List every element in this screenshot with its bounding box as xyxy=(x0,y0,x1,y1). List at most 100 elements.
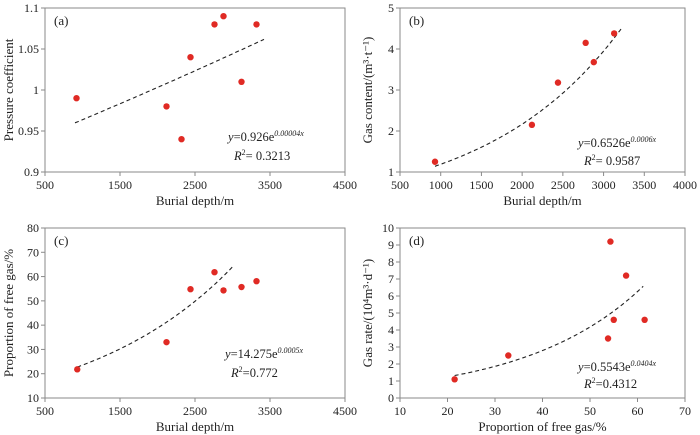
y-tick-label: 9 xyxy=(388,238,394,252)
y-tick-label: 0.9 xyxy=(24,165,39,179)
data-point xyxy=(238,78,245,86)
data-point xyxy=(220,13,227,20)
x-tick-label: 50 xyxy=(584,404,596,418)
x-tick-label: 1500 xyxy=(108,178,132,192)
chart-panel-4: 10 20 30 40 50 60 70 0 1 2 3 4 5 6 7 8 9 10 Proportion of … xyxy=(360,221,691,434)
y-tick-label: 0.95 xyxy=(18,124,39,138)
trend-equation: y=0.6526e0.0006x xyxy=(576,135,657,150)
trend-line xyxy=(77,265,235,368)
y-tick-label: 80 xyxy=(27,221,39,235)
panel-label: (b) xyxy=(409,13,424,28)
r-squared: R2=0.772 xyxy=(230,365,278,380)
data-point xyxy=(73,95,80,102)
data-point xyxy=(604,335,612,342)
x-tick-label: 4000 xyxy=(673,178,697,192)
y-axis-label: Gas rate/(10⁴m³·d⁻¹) xyxy=(360,259,375,367)
panel-label: (d) xyxy=(409,233,424,248)
x-tick-label: 40 xyxy=(537,404,549,418)
y-tick-label: 60 xyxy=(27,270,39,284)
y-tick-label: 70 xyxy=(27,245,39,259)
y-tick-label: 7 xyxy=(388,272,394,286)
plot-frame xyxy=(44,7,346,173)
data-point xyxy=(431,158,439,165)
y-tick-label: 10 xyxy=(27,391,39,405)
y-tick-label: 8 xyxy=(388,255,394,269)
data-point xyxy=(607,238,614,245)
data-point xyxy=(178,136,185,143)
y-axis-label: Pressure coefficient xyxy=(1,38,16,141)
x-tick-label: 20 xyxy=(442,404,454,418)
trend-equation: y=0.5543e0.0404x xyxy=(576,359,657,374)
y-tick-label: 4 xyxy=(388,323,394,337)
y-tick-label: 50 xyxy=(27,294,39,308)
y-tick-label: 0 xyxy=(388,391,394,405)
y-tick-label: 5 xyxy=(388,306,394,320)
data-point xyxy=(505,352,512,359)
x-tick-label: 3000 xyxy=(592,178,616,192)
data-point xyxy=(238,283,245,291)
x-axis-label: Burial depth/m xyxy=(156,419,234,434)
x-tick-label: 2500 xyxy=(183,404,207,418)
x-tick-label: 3500 xyxy=(632,178,656,192)
trend-line xyxy=(454,285,644,377)
x-tick-label: 2500 xyxy=(183,178,207,192)
chart-panel-2: 500 1000 1500 2000 2500 3000 3500 4000 1 2 3 4 5 Buri… xyxy=(360,1,697,208)
chart-panel-3: 500 1500 2500 3500 4500 10 20 30 40 50 60 70 80 Buria… xyxy=(1,221,357,434)
panel-label: (c) xyxy=(54,233,68,248)
y-tick-label: 40 xyxy=(27,318,39,332)
r-squared: R2= 0.3213 xyxy=(233,148,290,163)
x-tick-label: 30 xyxy=(489,404,501,418)
x-axis-label: Burial depth/m xyxy=(156,193,234,208)
y-tick-label: 20 xyxy=(27,367,39,381)
y-tick-label: 3 xyxy=(388,83,394,97)
trend-equation: y=14.275e0.0005x xyxy=(223,346,304,361)
x-tick-label: 500 xyxy=(36,178,54,192)
data-point xyxy=(641,316,648,323)
y-tick-label: 1.1 xyxy=(24,1,39,15)
y-tick-label: 6 xyxy=(388,289,394,303)
x-tick-label: 4500 xyxy=(333,404,357,418)
y-tick-label: 2 xyxy=(388,357,394,371)
r-squared: R2= 0.9587 xyxy=(583,153,640,168)
data-point xyxy=(451,376,458,383)
x-tick-label: 500 xyxy=(391,178,409,192)
x-tick-label: 3500 xyxy=(258,178,282,192)
y-tick-label: 1.05 xyxy=(18,42,39,56)
y-axis-label: Proportion of free gas/% xyxy=(1,249,16,377)
y-tick-label: 1 xyxy=(388,374,394,388)
x-axis-label: Burial depth/m xyxy=(503,193,581,208)
data-point xyxy=(163,338,170,346)
data-point xyxy=(610,30,618,37)
x-tick-label: 3500 xyxy=(258,404,282,418)
x-tick-label: 1500 xyxy=(469,178,493,192)
data-point xyxy=(554,79,562,86)
x-tick-label: 60 xyxy=(632,404,644,418)
data-point xyxy=(253,277,260,285)
y-tick-label: 4 xyxy=(388,42,394,56)
trend-equation: y=0.926e0.00004x xyxy=(226,129,304,144)
x-tick-label: 1000 xyxy=(429,178,453,192)
data-point xyxy=(163,103,170,110)
x-tick-label: 2500 xyxy=(551,178,575,192)
x-tick-label: 4500 xyxy=(333,178,357,192)
y-tick-label: 5 xyxy=(388,1,394,15)
data-point xyxy=(528,121,536,129)
x-tick-label: 500 xyxy=(36,404,54,418)
data-point xyxy=(220,287,227,294)
y-axis-label: Gas content/(m³·t⁻¹) xyxy=(360,37,375,144)
x-axis-label: Proportion of free gas/% xyxy=(478,419,606,434)
plot-frame xyxy=(44,227,346,399)
data-point xyxy=(74,366,81,373)
trend-line xyxy=(74,38,265,124)
data-point xyxy=(211,21,218,28)
r-squared: R2=0.4312 xyxy=(583,376,637,391)
x-tick-label: 1500 xyxy=(108,404,132,418)
y-tick-label: 1 xyxy=(388,165,394,179)
y-tick-label: 2 xyxy=(388,124,394,138)
data-point xyxy=(253,21,260,28)
y-tick-label: 10 xyxy=(382,221,394,235)
x-tick-label: 10 xyxy=(394,404,406,418)
y-tick-label: 3 xyxy=(388,340,394,354)
data-point xyxy=(187,54,194,61)
